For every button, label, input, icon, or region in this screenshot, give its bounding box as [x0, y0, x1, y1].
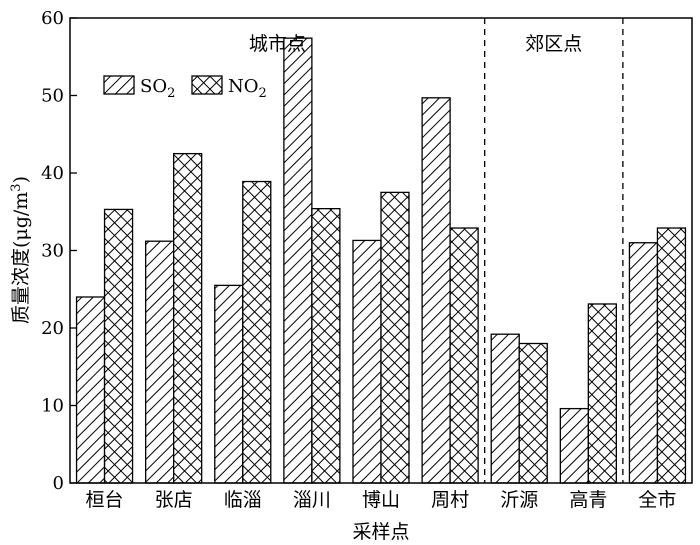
bar-so2-8 — [559, 407, 589, 484]
bar-no2-5 — [380, 191, 410, 484]
bar-so2-6 — [421, 97, 451, 484]
x-axis: 桓台 张店 临淄 淄川 博山 周村 沂源 高青 全市 — [86, 489, 677, 511]
bar-so2-5 — [352, 239, 382, 484]
x-tick-label-2: 张店 — [155, 489, 193, 511]
bar-so2-4 — [283, 37, 313, 484]
x-tick-label-4: 淄川 — [293, 489, 331, 511]
bar-no2-6 — [449, 227, 479, 484]
bar-so2-1 — [75, 296, 106, 484]
bar-no2-8 — [587, 303, 617, 484]
legend-label-so2: SO2 — [140, 76, 175, 101]
x-tick-label-7: 沂源 — [500, 489, 538, 511]
y-tick-label-30: 30 — [41, 241, 64, 262]
legend-swatch-so2 — [103, 75, 135, 95]
bar-no2-3 — [242, 180, 272, 484]
bar-no2-2 — [173, 152, 203, 484]
x-tick-label-8: 高青 — [569, 489, 607, 511]
y-tick-label-10: 10 — [41, 396, 64, 417]
group-dividers — [484, 18, 624, 483]
group-label-1: 城市点 — [249, 33, 306, 55]
y-tick-label-60: 60 — [41, 8, 64, 29]
group-labels: 城市点 郊区点 — [249, 33, 582, 55]
bar-so2-2 — [145, 240, 175, 484]
bar-no2-7 — [518, 342, 548, 484]
x-axis-title: 采样点 — [352, 521, 409, 543]
bar-no2-4 — [311, 207, 341, 484]
x-tick-label-1: 桓台 — [86, 489, 124, 511]
bar-so2-9 — [628, 242, 659, 484]
y-axis: 0 10 20 30 40 50 60 — [41, 8, 77, 494]
x-tick-label-9: 全市 — [638, 489, 676, 511]
plot-frame — [69, 17, 693, 484]
legend-swatch-no2 — [191, 75, 223, 95]
x-tick-label-6: 周村 — [431, 489, 469, 511]
bar-so2-3 — [214, 284, 244, 484]
y-axis-title: 质量浓度(μg/m3) — [9, 176, 32, 324]
legend-label-no2: NO2 — [228, 76, 267, 101]
y-tick-label-40: 40 — [41, 163, 64, 184]
y-tick-label-0: 0 — [53, 473, 64, 494]
legend: SO2 NO2 — [103, 75, 267, 101]
bars-layer — [75, 37, 687, 484]
bar-no2-1 — [103, 208, 134, 484]
bar-no2-9 — [656, 227, 687, 484]
bar-so2-7 — [490, 333, 520, 484]
y-tick-label-20: 20 — [41, 318, 64, 339]
x-tick-label-3: 临淄 — [224, 489, 262, 511]
y-tick-label-50: 50 — [41, 86, 64, 107]
x-tick-label-5: 博山 — [362, 489, 400, 511]
group-label-2: 郊区点 — [525, 33, 582, 55]
